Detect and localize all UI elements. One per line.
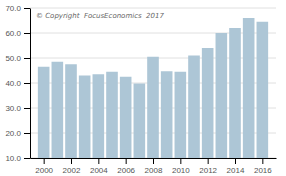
x-tick-mark [235,158,236,164]
y-tick-label: 60.0 [5,29,21,38]
bar [52,62,64,158]
bar [38,67,50,158]
x-tick-label: 2010 [172,166,190,175]
y-tick: 50.0 [5,54,30,63]
x-tick: 2016 [254,158,272,175]
x-tick-mark [98,158,99,164]
y-tick-label: 10.0 [5,154,21,163]
y-tick-label: 20.0 [5,129,21,138]
bar [65,64,77,158]
bar [243,18,255,158]
grid-line [30,8,276,9]
y-tick-mark [24,83,30,84]
x-tick-label: 2014 [227,166,245,175]
y-tick: 40.0 [5,79,30,88]
bar [147,57,159,158]
x-tick-label: 2016 [254,166,272,175]
x-tick: 2000 [35,158,53,175]
y-tick-mark [24,58,30,59]
y-axis: 10.0 20.0 30.0 40.0 50.0 60.0 70.0 [5,4,30,163]
bar [202,48,214,158]
bar [257,22,269,158]
grid [30,8,276,158]
x-tick-mark [126,158,127,164]
x-tick: 2010 [172,158,190,175]
x-tick-mark [180,158,181,164]
y-tick-mark [24,8,30,9]
x-tick: 2014 [227,158,245,175]
x-tick-label: 2000 [35,166,53,175]
chart: 2000 2002 2004 2006 2008 2010 2012 2014 2016 10.0… [0,0,286,176]
x-tick-label: 2012 [199,166,217,175]
x-axis: 2000 2002 2004 2006 2008 2010 2012 2014 2016 [31,158,277,175]
plot: 2000 2002 2004 2006 2008 2010 2012 2014 2016 10.0… [5,4,276,175]
x-tick-label: 2008 [145,166,163,175]
y-tick: 20.0 [5,129,30,138]
y-tick: 30.0 [5,104,30,113]
bar [229,28,241,158]
annotation: © Copyright FocusEconomics 2017 [36,12,164,20]
y-tick-label: 50.0 [5,54,21,63]
bar [106,72,118,158]
bars [38,18,268,158]
x-tick-label: 2006 [117,166,135,175]
y-tick-mark [24,133,30,134]
bar [161,71,173,158]
x-tick-mark [71,158,72,164]
y-tick: 10.0 [5,154,30,163]
bar [134,84,146,159]
x-tick-mark [44,158,45,164]
bar [175,72,187,158]
y-tick: 60.0 [5,29,30,38]
x-tick-mark [262,158,263,164]
x-tick: 2012 [199,158,217,175]
x-tick: 2004 [90,158,108,175]
bar [93,74,105,158]
y-tick-label: 30.0 [5,104,21,113]
y-tick: 70.0 [5,4,30,13]
bar [79,76,91,159]
x-tick-label: 2004 [90,166,108,175]
y-tick-label: 70.0 [5,4,21,13]
y-tick-mark [24,33,30,34]
x-tick-mark [208,158,209,164]
bar [120,77,132,158]
y-axis-line [30,9,31,159]
bar [188,56,200,159]
x-tick-label: 2002 [63,166,81,175]
x-tick: 2002 [63,158,81,175]
y-tick-mark [24,108,30,109]
x-tick: 2006 [117,158,135,175]
y-tick-mark [24,158,30,159]
bar [216,33,228,158]
x-tick: 2008 [145,158,163,175]
x-tick-mark [153,158,154,164]
y-tick-label: 40.0 [5,79,21,88]
